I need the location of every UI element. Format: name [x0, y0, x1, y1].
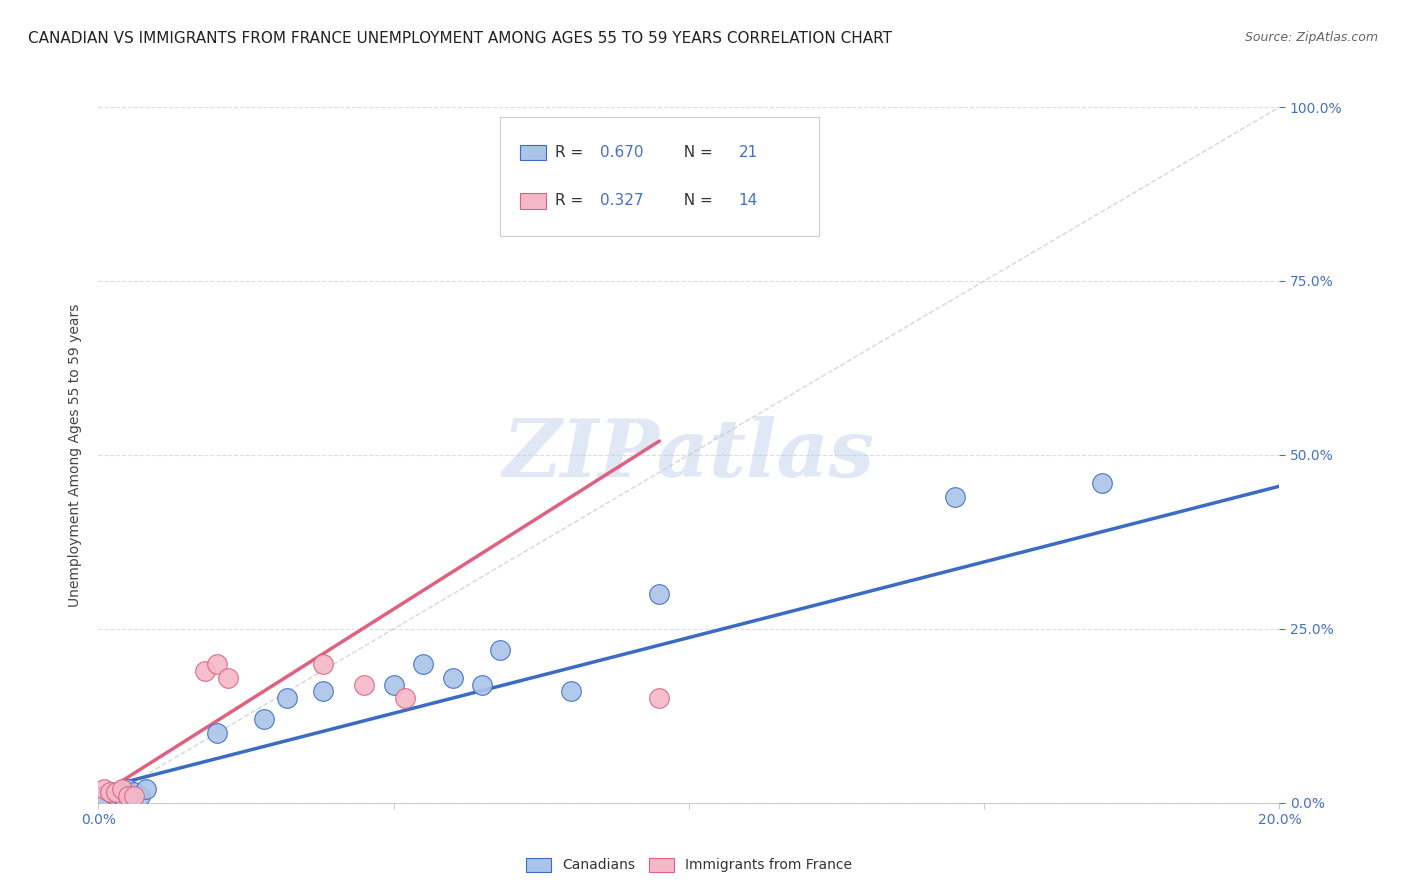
Point [312, 684, 335, 698]
Point [648, 691, 671, 706]
Point [111, 781, 134, 796]
Point [1091, 475, 1114, 490]
Text: N =: N = [673, 145, 717, 160]
Point [560, 684, 582, 698]
Text: R =: R = [555, 194, 589, 209]
Point [796, 120, 818, 135]
Legend: Canadians, Immigrants from France: Canadians, Immigrants from France [519, 851, 859, 880]
Text: R =: R = [555, 145, 589, 160]
Point [98, 785, 121, 799]
Point [394, 691, 416, 706]
Point [122, 789, 145, 803]
Point [253, 712, 276, 726]
Point [128, 789, 150, 803]
Point [105, 785, 128, 799]
Point [205, 657, 228, 671]
Y-axis label: Unemployment Among Ages 55 to 59 years: Unemployment Among Ages 55 to 59 years [69, 303, 83, 607]
Point [471, 677, 494, 691]
Point [98, 785, 121, 799]
Point [943, 490, 966, 504]
Text: 0.327: 0.327 [600, 194, 644, 209]
Text: CANADIAN VS IMMIGRANTS FROM FRANCE UNEMPLOYMENT AMONG AGES 55 TO 59 YEARS CORREL: CANADIAN VS IMMIGRANTS FROM FRANCE UNEMP… [28, 31, 893, 46]
Text: N =: N = [673, 194, 717, 209]
Point [135, 781, 157, 796]
Point [111, 789, 134, 803]
Point [122, 785, 145, 799]
Point [194, 664, 217, 678]
FancyBboxPatch shape [520, 194, 546, 209]
Point [117, 781, 139, 796]
Point [205, 726, 228, 740]
Point [276, 691, 298, 706]
Point [93, 789, 115, 803]
Point [412, 657, 434, 671]
FancyBboxPatch shape [520, 145, 546, 160]
Point [217, 671, 239, 685]
Text: 21: 21 [738, 145, 758, 160]
Text: 14: 14 [738, 194, 758, 209]
Point [117, 789, 139, 803]
Point [312, 657, 335, 671]
Point [105, 789, 128, 803]
Point [441, 671, 464, 685]
Text: Source: ZipAtlas.com: Source: ZipAtlas.com [1244, 31, 1378, 45]
Point [353, 677, 375, 691]
Point [489, 642, 512, 657]
Point [648, 587, 671, 601]
Point [382, 677, 405, 691]
Point [93, 781, 115, 796]
Text: ZIPatlas: ZIPatlas [503, 417, 875, 493]
FancyBboxPatch shape [501, 118, 818, 235]
Text: 0.670: 0.670 [600, 145, 644, 160]
